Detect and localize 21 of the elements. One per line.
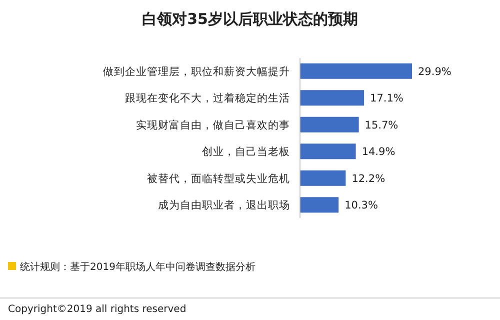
text: Copyright©2019 all rights reserved: [8, 304, 186, 315]
data-label: 10.3%: [344, 200, 378, 212]
chart-title: 白领对35岁以后职业状态的预期: [142, 10, 358, 28]
bar: [300, 90, 364, 106]
data-label: 15.7%: [364, 119, 398, 132]
bar: [300, 63, 412, 79]
bar: [300, 144, 356, 160]
data-label: 14.9%: [362, 146, 396, 158]
data-label: 29.9%: [418, 66, 452, 78]
y-tick-label: 实现财富自由，做自己喜欢的事: [136, 118, 290, 132]
bar: [300, 170, 346, 186]
bar: [300, 116, 359, 132]
data-label: 12.2%: [352, 172, 386, 185]
y-tick-label: 成为自由职业者，退出职场: [158, 198, 290, 212]
y-tick-label: 被替代，面临转型或失业危机: [147, 172, 290, 185]
data-label: 17.1%: [370, 92, 404, 105]
y-tick-label: 创业，自己当老板: [202, 145, 290, 158]
y-tick-label: 做到企业管理层，职位和薪资大幅提升: [103, 64, 290, 78]
bar: [300, 197, 339, 213]
text: 统计规则：基于2019年职场人年中问卷调查数据分析: [20, 261, 256, 273]
y-tick-label: 跟现在变化不大，过着稳定的生活: [125, 92, 290, 105]
